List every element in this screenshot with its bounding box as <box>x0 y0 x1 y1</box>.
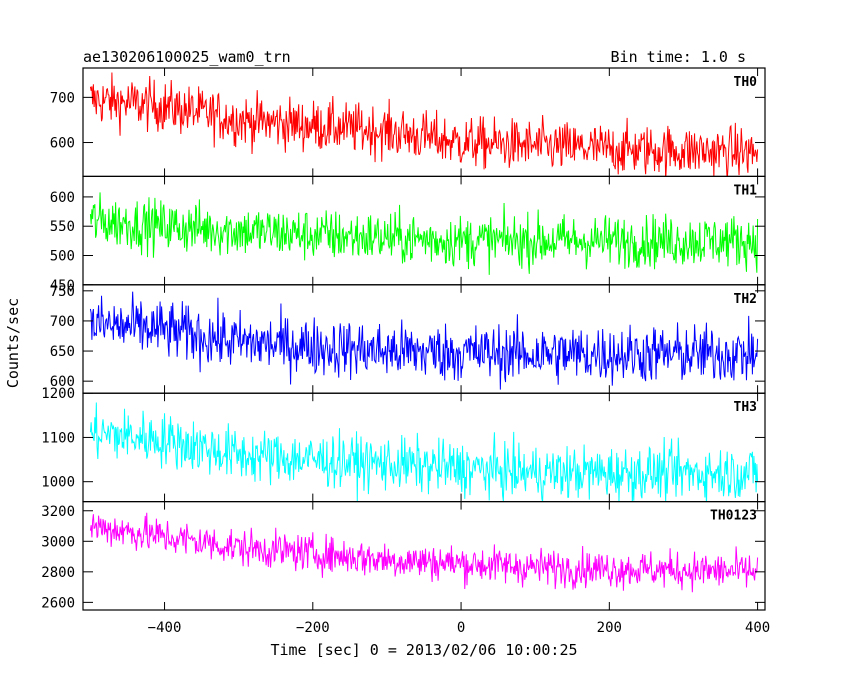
y-tick-label: 700 <box>50 90 75 106</box>
panel-name-label: TH2 <box>734 292 757 307</box>
panel-name-label: TH0 <box>734 75 758 90</box>
panel-frame <box>82 501 766 611</box>
x-tick-label: 200 <box>597 620 622 636</box>
y-tick-label: 500 <box>50 249 75 265</box>
y-tick-label: 3000 <box>41 534 75 550</box>
x-axis-title: Time [sec] 0 = 2013/02/06 10:00:25 <box>270 641 577 659</box>
series-line-th2 <box>89 291 759 390</box>
y-tick-label: 700 <box>50 314 75 330</box>
y-tick-label: 2600 <box>41 595 75 611</box>
y-tick-label: 550 <box>50 219 75 235</box>
panel-th0123: 2600 2800 3000 3200 TH0123 <box>41 501 766 611</box>
panel-name-label: TH0123 <box>710 509 757 524</box>
panel-th0: 600 700 TH0 <box>50 67 766 178</box>
y-tick-label: 600 <box>50 374 75 390</box>
y-tick-label: 600 <box>50 136 75 152</box>
panels-group: 600 700 TH0 450 500 550 600 TH1 600 650 700 750 TH2 1… <box>41 67 766 611</box>
y-axis-title: Counts/sec <box>4 298 22 388</box>
y-tick-label: 450 <box>50 278 75 294</box>
y-tick-label: 1100 <box>41 430 75 446</box>
series-line-th3 <box>89 402 759 502</box>
y-tick-label: 750 <box>50 284 75 300</box>
y-tick-label: 600 <box>50 190 75 206</box>
y-tick-label: 2800 <box>41 565 75 581</box>
x-tick-label: 400 <box>745 620 770 636</box>
x-tick-label: −400 <box>148 620 182 636</box>
series-line-th1 <box>89 192 759 275</box>
panel-name-label: TH3 <box>734 400 757 415</box>
bin-time-label: Bin time: 1.0 s <box>611 48 746 66</box>
y-tick-label: 1200 <box>41 386 75 402</box>
panel-th2: 600 650 700 750 TH2 <box>50 284 766 394</box>
series-line-th0123 <box>89 512 759 593</box>
x-axis: −400 −200 0 200 400 <box>148 620 771 636</box>
chart-title: ae130206100025_wam0_trn <box>83 48 291 66</box>
x-tick-label: 0 <box>457 620 465 636</box>
y-tick-label: 1000 <box>41 475 75 491</box>
series-line-th0 <box>89 72 759 177</box>
y-tick-label: 3200 <box>41 504 75 520</box>
y-tick-label: 650 <box>50 344 75 360</box>
panel-name-label: TH1 <box>734 183 758 198</box>
panel-th1: 450 500 550 600 TH1 <box>50 175 766 294</box>
panel-th3: 1000 1100 1200 TH3 <box>41 386 766 503</box>
x-tick-label: −200 <box>296 620 330 636</box>
